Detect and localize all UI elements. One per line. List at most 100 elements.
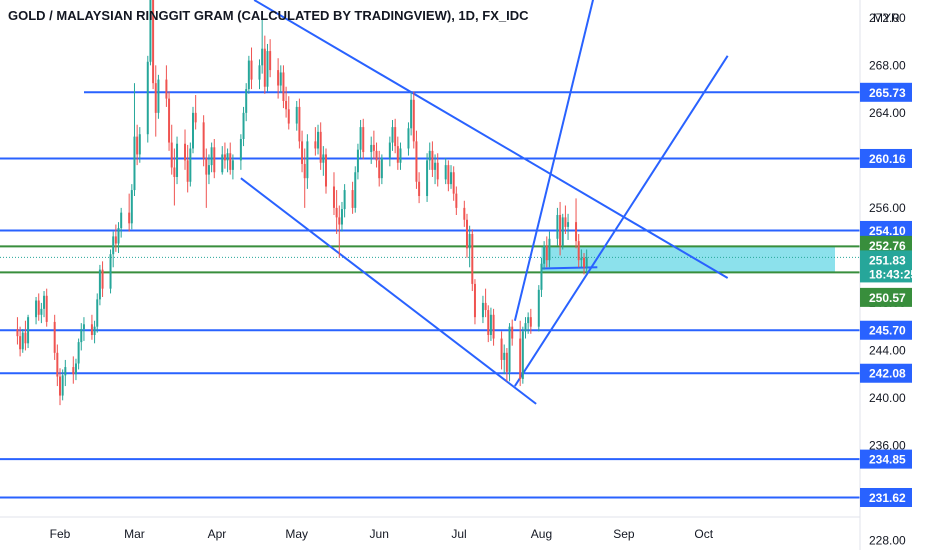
candle	[90, 314, 93, 340]
candle	[359, 119, 362, 158]
candle-body	[561, 217, 564, 246]
candle-body	[239, 138, 242, 161]
candle	[492, 308, 495, 346]
price-labels: 265.73 260.16 254.10 245.70 242.08 234.85 231.…	[860, 82, 917, 507]
candle-body	[511, 326, 514, 339]
candle	[354, 166, 357, 213]
level-price-label-bg	[860, 82, 912, 102]
candle	[258, 59, 261, 90]
candle	[303, 148, 306, 208]
candle	[285, 86, 288, 118]
candle-body	[35, 300, 38, 318]
candle-body	[418, 181, 421, 197]
candle	[519, 320, 522, 387]
candle	[277, 58, 280, 99]
candle-body	[317, 131, 320, 149]
trendline	[240, 177, 537, 405]
candle	[176, 136, 179, 185]
zone-layer	[0, 245, 860, 274]
candle	[314, 127, 317, 156]
candle-body	[521, 331, 524, 379]
candle-body	[372, 144, 375, 151]
candle-body	[543, 245, 546, 264]
candle-body	[269, 51, 272, 71]
candle	[529, 308, 532, 334]
candle	[575, 198, 578, 249]
candle	[450, 165, 453, 189]
candle	[415, 130, 418, 189]
candle-body	[229, 153, 232, 170]
candle-body	[245, 89, 248, 113]
candle-body	[325, 154, 327, 187]
candle	[59, 368, 61, 406]
y-tick-label: 228.00	[869, 533, 906, 547]
candle-body	[258, 65, 261, 80]
candle-body	[138, 134, 141, 155]
y-tick-label: 264.00	[869, 106, 906, 120]
candle	[306, 134, 309, 189]
candle-body	[16, 329, 19, 337]
candle	[338, 205, 341, 258]
level-price-label-bg	[860, 220, 912, 240]
candle-body	[335, 207, 338, 218]
candle-body	[450, 172, 453, 185]
candle	[343, 184, 346, 218]
zone-lower-price-label-text: 250.57	[869, 291, 906, 305]
candle-body	[202, 122, 205, 158]
candle-body	[74, 363, 77, 375]
candle	[484, 288, 487, 318]
candle	[261, 15, 264, 74]
candle	[564, 205, 567, 235]
candle	[447, 160, 450, 192]
candle	[370, 136, 373, 164]
candles	[16, 0, 588, 406]
candle-body	[351, 190, 354, 208]
candle-body	[194, 112, 197, 123]
candle-body	[332, 186, 335, 208]
level-price-label: 265.73	[860, 82, 912, 102]
y-tick-label: 236.00	[869, 438, 906, 452]
candle	[351, 181, 354, 214]
candle	[556, 207, 559, 246]
candle	[114, 224, 117, 252]
candle	[412, 91, 415, 149]
candle	[489, 307, 492, 341]
level-price-label-bg	[860, 148, 912, 168]
candle-body	[40, 308, 43, 315]
candle	[165, 65, 168, 107]
candle-body	[301, 141, 304, 164]
candle-body	[136, 136, 139, 155]
candle	[455, 186, 458, 216]
candle-body	[463, 207, 466, 220]
zone-upper-price-label-text: 252.76	[869, 239, 906, 253]
trendline	[513, 0, 595, 321]
y-tick-label: 272.00	[869, 11, 906, 25]
candle	[471, 229, 474, 292]
candle-body	[112, 236, 115, 255]
candle	[561, 213, 564, 250]
candle	[473, 279, 476, 325]
candle-body	[298, 106, 301, 142]
candle-body	[396, 146, 399, 163]
candle-body	[59, 376, 61, 396]
candle	[247, 55, 250, 94]
candle	[202, 115, 205, 167]
candle-body	[173, 167, 176, 177]
candle	[138, 127, 141, 163]
level-price-label: 231.62	[860, 487, 912, 507]
level-price-label-bg	[860, 320, 912, 340]
candle-body	[431, 150, 434, 170]
candle	[21, 329, 24, 353]
level-price-label-text: 254.10	[869, 224, 906, 238]
candle-body	[354, 172, 357, 208]
candle	[436, 153, 439, 187]
candle-body	[101, 269, 104, 289]
candle	[426, 153, 429, 202]
candle	[189, 142, 192, 187]
candle	[335, 190, 338, 235]
x-tick-label: Mar	[124, 527, 145, 541]
candle-body	[130, 190, 133, 224]
candle-body	[583, 257, 586, 268]
